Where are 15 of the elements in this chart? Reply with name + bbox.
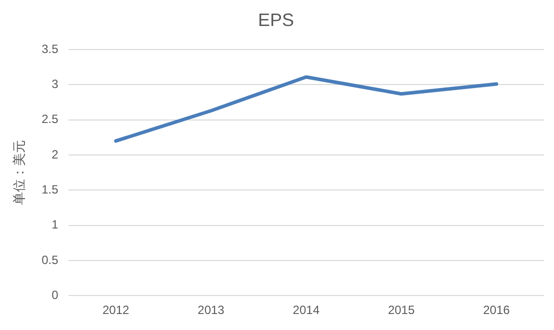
x-tick-label: 2013 <box>198 303 225 318</box>
y-tick-label: 3 <box>52 77 59 92</box>
y-tick-label: 1 <box>52 218 59 232</box>
y-tick-label: 0.5 <box>42 252 59 267</box>
x-tick-label: 2015 <box>388 303 415 318</box>
x-tick-label: 2014 <box>292 303 320 318</box>
y-axis-title: 单位：美元 <box>11 140 26 206</box>
y-tick-label: 2.5 <box>42 112 59 126</box>
y-tick-label: 2 <box>52 147 59 162</box>
chart-title: EPS <box>258 10 294 30</box>
x-tick-label: 2012 <box>102 303 130 318</box>
y-tick-label: 3.5 <box>42 42 59 56</box>
y-tick-label: 0 <box>52 288 59 302</box>
x-tick-label: 2016 <box>483 303 510 318</box>
y-tick-label: 1.5 <box>42 182 59 196</box>
